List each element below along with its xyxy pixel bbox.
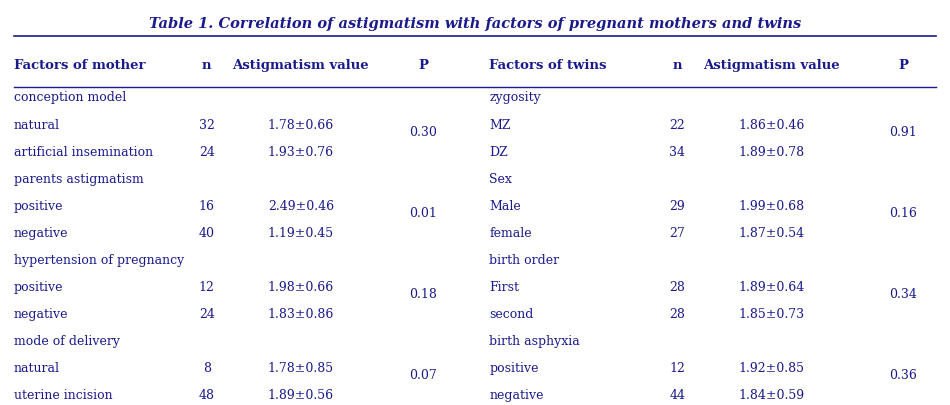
Text: 1.93±0.76: 1.93±0.76 (268, 146, 333, 159)
Text: 2.49±0.46: 2.49±0.46 (268, 200, 333, 213)
Text: birth asphyxia: birth asphyxia (489, 335, 580, 348)
Text: Astigmatism value: Astigmatism value (233, 59, 370, 72)
Text: 1.19±0.45: 1.19±0.45 (268, 227, 333, 240)
Text: 1.83±0.86: 1.83±0.86 (268, 308, 334, 321)
Text: 1.92±0.85: 1.92±0.85 (739, 362, 805, 375)
Text: conception model: conception model (13, 92, 125, 104)
Text: 34: 34 (670, 146, 686, 159)
Text: zygosity: zygosity (489, 92, 541, 104)
Text: uterine incision: uterine incision (13, 389, 112, 403)
Text: positive: positive (13, 200, 63, 213)
Text: MZ: MZ (489, 119, 511, 132)
Text: 48: 48 (199, 389, 215, 403)
Text: second: second (489, 308, 534, 321)
Text: Astigmatism value: Astigmatism value (703, 59, 840, 72)
Text: 22: 22 (670, 119, 685, 132)
Text: DZ: DZ (489, 146, 508, 159)
Text: negative: negative (13, 308, 68, 321)
Text: 24: 24 (199, 146, 215, 159)
Text: negative: negative (489, 389, 543, 403)
Text: positive: positive (13, 281, 63, 294)
Text: mode of delivery: mode of delivery (13, 335, 120, 348)
Text: n: n (201, 59, 211, 72)
Text: 1.98±0.66: 1.98±0.66 (268, 281, 333, 294)
Text: 0.91: 0.91 (889, 126, 918, 139)
Text: birth order: birth order (489, 254, 560, 267)
Text: natural: natural (13, 119, 60, 132)
Text: Factors of twins: Factors of twins (489, 59, 607, 72)
Text: 12: 12 (670, 362, 685, 375)
Text: 1.84±0.59: 1.84±0.59 (738, 389, 805, 403)
Text: 32: 32 (199, 119, 215, 132)
Text: 1.89±0.64: 1.89±0.64 (738, 281, 805, 294)
Text: 0.18: 0.18 (409, 288, 437, 301)
Text: 1.85±0.73: 1.85±0.73 (738, 308, 805, 321)
Text: Male: Male (489, 200, 521, 213)
Text: 0.36: 0.36 (889, 369, 918, 382)
Text: 8: 8 (202, 362, 211, 375)
Text: 12: 12 (199, 281, 215, 294)
Text: First: First (489, 281, 519, 294)
Text: artificial insemination: artificial insemination (13, 146, 153, 159)
Text: negative: negative (13, 227, 68, 240)
Text: positive: positive (489, 362, 539, 375)
Text: P: P (899, 59, 908, 72)
Text: 1.78±0.85: 1.78±0.85 (268, 362, 333, 375)
Text: 0.30: 0.30 (409, 126, 437, 139)
Text: 1.99±0.68: 1.99±0.68 (738, 200, 805, 213)
Text: 1.89±0.78: 1.89±0.78 (738, 146, 805, 159)
Text: 0.01: 0.01 (409, 207, 437, 220)
Text: 24: 24 (199, 308, 215, 321)
Text: Table 1. Correlation of astigmatism with factors of pregnant mothers and twins: Table 1. Correlation of astigmatism with… (149, 17, 801, 31)
Text: 0.07: 0.07 (409, 369, 437, 382)
Text: 29: 29 (670, 200, 685, 213)
Text: natural: natural (13, 362, 60, 375)
Text: 1.78±0.66: 1.78±0.66 (268, 119, 333, 132)
Text: 28: 28 (670, 281, 685, 294)
Text: 0.34: 0.34 (889, 288, 918, 301)
Text: P: P (418, 59, 428, 72)
Text: 0.16: 0.16 (889, 207, 918, 220)
Text: 40: 40 (199, 227, 215, 240)
Text: 27: 27 (670, 227, 685, 240)
Text: Factors of mother: Factors of mother (13, 59, 145, 72)
Text: 1.89±0.56: 1.89±0.56 (268, 389, 333, 403)
Text: 44: 44 (670, 389, 686, 403)
Text: n: n (673, 59, 682, 72)
Text: Sex: Sex (489, 173, 512, 186)
Text: parents astigmatism: parents astigmatism (13, 173, 143, 186)
Text: 28: 28 (670, 308, 685, 321)
Text: 16: 16 (199, 200, 215, 213)
Text: 1.87±0.54: 1.87±0.54 (738, 227, 805, 240)
Text: female: female (489, 227, 532, 240)
Text: hypertension of pregnancy: hypertension of pregnancy (13, 254, 184, 267)
Text: 1.86±0.46: 1.86±0.46 (738, 119, 805, 132)
